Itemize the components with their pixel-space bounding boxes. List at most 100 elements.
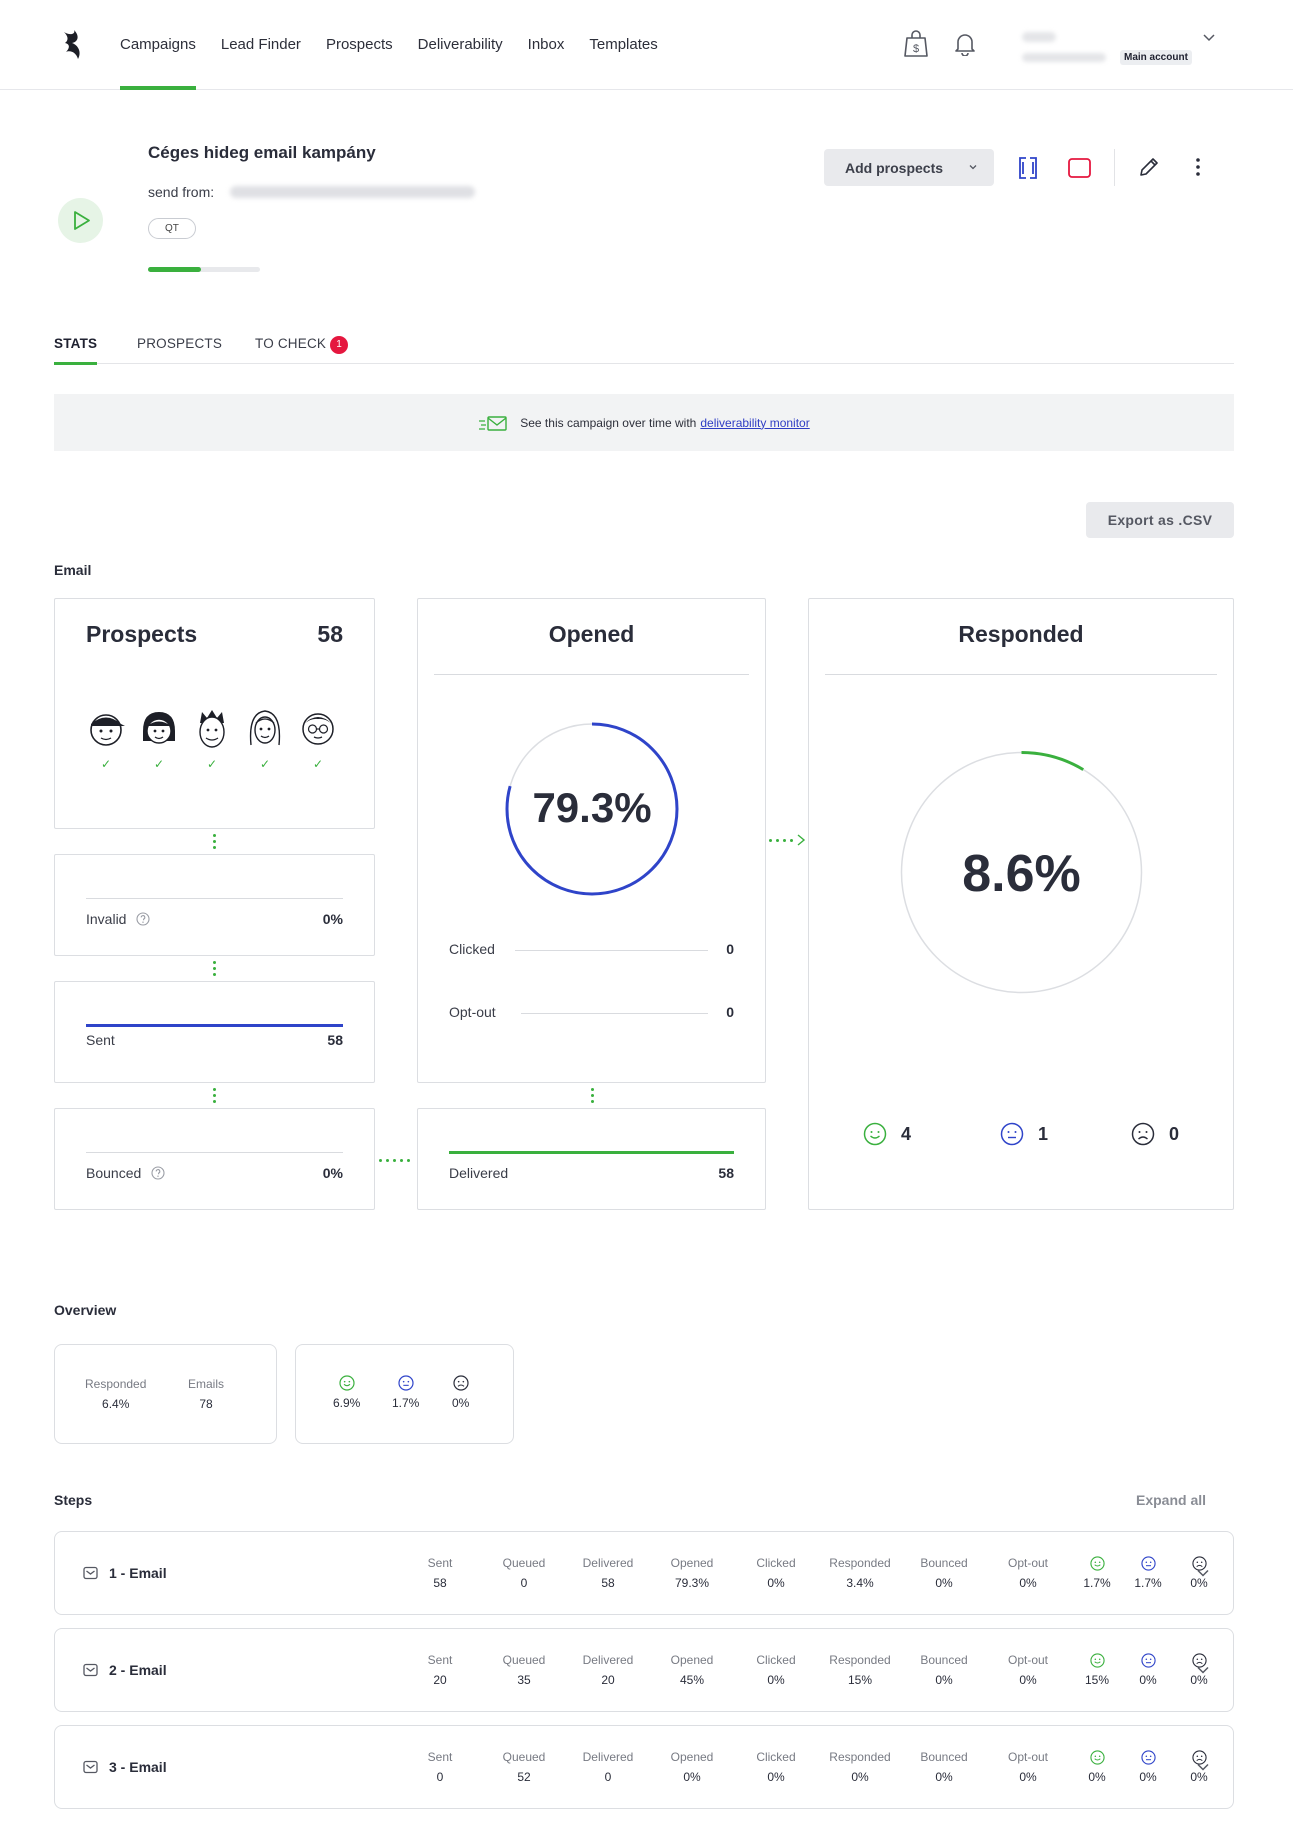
help-icon[interactable] [136,912,150,926]
step-stat-label: Clicked [756,1750,796,1764]
overview-neutral: 1.7% [392,1375,419,1410]
positive-smiley-icon [863,1122,887,1146]
notification-bell-icon[interactable] [954,32,976,56]
step-stat: Opt-out 0% [986,1556,1070,1590]
prospects-title: Prospects [86,621,198,647]
step-stat: Opt-out 0% [986,1653,1070,1687]
nav-deliverability[interactable]: Deliverability [417,36,503,53]
bounced-card: Bounced 0% [54,1108,375,1210]
step-stat: Bounced 0% [902,1750,986,1784]
invalid-bar-track [86,898,343,899]
bounced-bar-track [86,1152,343,1153]
step-stat-label: Queued [502,1750,546,1764]
neutral-face-icon [1000,1122,1024,1146]
step-sentiment-value: 1.7% [1083,1576,1111,1590]
bounced-label: Bounced [86,1165,142,1181]
step-row[interactable]: 3 - Email Sent 0 Queued 52 Delivered 0 Opened 0%… [54,1725,1234,1809]
campaign-title[interactable]: Céges hideg email kampány [148,143,376,162]
bounced-label-wrap: Bounced [86,1165,165,1181]
chevron-down-icon[interactable] [1202,30,1216,44]
step-stat: Bounced 0% [902,1556,986,1590]
tab-stats-label: STATS [54,336,98,351]
step-stat: Opened 79.3% [650,1556,734,1590]
step-sentiment: 0% [1123,1653,1173,1687]
tab-to-check[interactable]: TO CHECK 1 [255,336,349,364]
edit-pencil-icon[interactable] [1138,156,1160,178]
positive-count: 4 [901,1123,912,1144]
avatar-glasses-icon [302,713,334,745]
stop-campaign-icon[interactable] [1067,156,1092,180]
chevron-down-icon[interactable] [1196,1568,1210,1578]
step-stat: Delivered 0 [566,1750,650,1784]
step-stat: Delivered 58 [566,1556,650,1590]
step-stat: Responded 3.4% [818,1556,902,1590]
step-stat-label: Opened [670,1653,714,1667]
step-row[interactable]: 1 - Email Sent 58 Queued 0 Delivered 58 Opened 7… [54,1531,1234,1615]
email-section-heading: Email [54,562,92,578]
step-name: 1 - Email [109,1565,167,1581]
step-stat-value: 0% [767,1770,785,1784]
overview-negative-value: 0% [452,1396,470,1410]
overview-positive-value: 6.9% [333,1396,361,1410]
nav-lead-finder[interactable]: Lead Finder [220,36,301,53]
step-stat-value: 3.4% [846,1576,874,1590]
add-prospects-button[interactable]: Add prospects [824,149,994,186]
step-stat: Queued 35 [482,1653,566,1687]
avatar-bob-hair-icon [143,712,175,744]
envelope-speed-icon [479,415,507,431]
deliverability-monitor-link[interactable]: deliverability monitor [700,415,810,430]
start-campaign-button[interactable] [58,198,103,243]
overview-positive: 6.9% [333,1375,360,1410]
step-sentiment: 0% [1072,1750,1122,1784]
tab-stats[interactable]: STATS [54,336,98,365]
step-stat: Sent 20 [398,1653,482,1687]
positive-responses[interactable]: 4 [863,1122,911,1146]
step-stat: Sent 0 [398,1750,482,1784]
export-csv-button[interactable]: Export as .CSV [1086,502,1234,538]
responded-card: Responded 8.6% 4 1 0 [808,598,1234,1210]
chevron-down-icon[interactable] [1196,1665,1210,1675]
nav-templates[interactable]: Templates [589,36,658,53]
campaign-tag[interactable]: QT [148,218,196,239]
avatar: ✓ [85,707,127,770]
more-options-icon[interactable] [1194,156,1202,178]
prospects-count: 58 [317,621,343,647]
neutral-responses[interactable]: 1 [1000,1122,1048,1146]
opened-divider [434,674,749,675]
account-email-blurred[interactable] [1022,53,1106,62]
responded-ring-chart: 8.6% [900,751,1143,994]
step-row[interactable]: 2 - Email Sent 20 Queued 35 Delivered 20 Opened… [54,1628,1234,1712]
overview-heading: Overview [54,1302,117,1318]
invalid-label-wrap: Invalid [86,911,150,927]
check-icon: ✓ [259,757,271,771]
funnel-connector [769,839,797,842]
step-stat-label: Sent [427,1556,453,1570]
shopping-bag-icon[interactable]: $ [903,30,929,58]
avatar: ✓ [244,707,286,770]
nav-inbox[interactable]: Inbox [527,36,565,53]
account-badge: Main account [1120,50,1192,65]
app-logo-icon[interactable] [56,28,86,62]
nav-prospects[interactable]: Prospects [325,36,393,53]
nav-campaigns[interactable]: Campaigns [120,0,196,90]
expand-all-link[interactable]: Expand all [1136,1492,1207,1508]
overview-neutral-value: 1.7% [392,1396,420,1410]
funnel-connector [213,961,216,979]
help-icon[interactable] [151,1166,165,1180]
chevron-down-icon[interactable] [1196,1762,1210,1772]
negative-count: 0 [1169,1123,1180,1144]
step-stat: Clicked 0% [734,1556,818,1590]
tab-prospects[interactable]: PROSPECTS [137,336,222,364]
check-icon: ✓ [312,757,324,771]
sender-address-blurred [230,186,475,198]
overview-emails-value: 78 [199,1397,213,1411]
negative-responses[interactable]: 0 [1131,1122,1179,1146]
step-stat: Queued 0 [482,1556,566,1590]
step-stat-label: Bounced [920,1750,968,1764]
ab-test-icon[interactable] [1017,156,1039,180]
to-check-count-badge: 1 [330,336,349,354]
account-name-blurred[interactable] [1022,32,1056,42]
clicked-bar-track [515,950,708,951]
delivered-card: Delivered 58 [417,1108,766,1210]
step-stat-label: Opt-out [1007,1653,1049,1667]
